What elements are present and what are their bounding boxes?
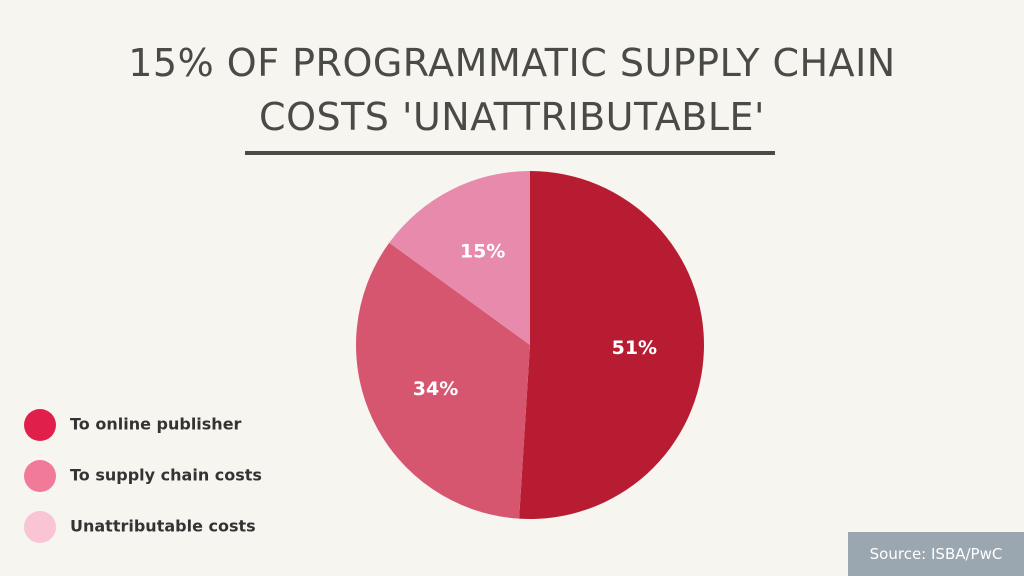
legend-marker <box>24 460 56 492</box>
pie-slice <box>519 171 704 519</box>
pie-slice <box>355 242 530 519</box>
data-label: 15% <box>460 240 505 262</box>
legend-label: To online publisher <box>70 415 242 434</box>
legend-label: To supply chain costs <box>70 466 262 485</box>
legend-marker <box>24 511 56 543</box>
legend-marker <box>24 409 56 441</box>
title-underline <box>245 151 775 155</box>
data-label: 34% <box>413 378 458 400</box>
chart-title: 15% OF PROGRAMMATIC SUPPLY CHAIN COSTS '… <box>128 41 896 139</box>
pie-slice <box>389 171 530 345</box>
data-label: 51% <box>612 337 657 359</box>
source: Source: ISBA/PwC <box>848 532 1024 576</box>
legend-label: Unattributable costs <box>70 517 256 536</box>
